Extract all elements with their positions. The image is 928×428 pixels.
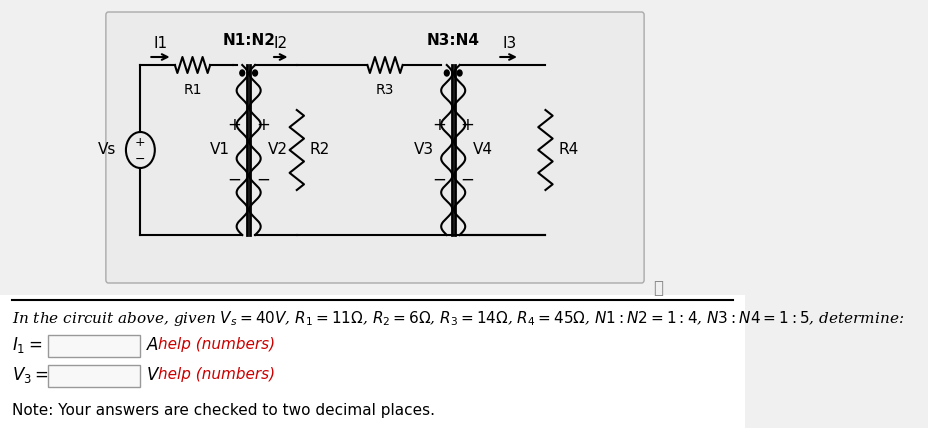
Circle shape — [444, 70, 449, 76]
Text: +: + — [227, 116, 241, 134]
Text: $V_3 =$: $V_3 =$ — [12, 365, 48, 385]
Text: −: − — [227, 171, 241, 189]
Text: R3: R3 — [376, 83, 393, 97]
Text: help (numbers): help (numbers) — [158, 338, 275, 353]
Text: −: − — [256, 171, 270, 189]
Text: In the circuit above, given $V_s = 40V$, $R_1 = 11\Omega$, $R_2 = 6\Omega$, $R_3: In the circuit above, given $V_s = 40V$,… — [12, 309, 903, 327]
Text: ⤢: ⤢ — [652, 279, 662, 297]
Bar — [48, 335, 140, 357]
Text: N3:N4: N3:N4 — [426, 33, 479, 48]
Text: −: − — [432, 171, 445, 189]
Text: help (numbers): help (numbers) — [158, 368, 275, 383]
Circle shape — [457, 70, 461, 76]
Text: V3: V3 — [413, 143, 433, 158]
Text: V2: V2 — [267, 143, 288, 158]
Text: −: − — [460, 171, 474, 189]
Text: +: + — [135, 136, 146, 149]
Text: +: + — [432, 116, 445, 134]
Text: R2: R2 — [309, 143, 329, 158]
Text: N1:N2: N1:N2 — [222, 33, 275, 48]
Text: +: + — [460, 116, 474, 134]
Bar — [48, 365, 140, 387]
Text: Vs: Vs — [97, 143, 116, 158]
Text: +: + — [256, 116, 270, 134]
Text: I2: I2 — [274, 36, 288, 51]
Circle shape — [252, 70, 257, 76]
Text: I3: I3 — [502, 36, 516, 51]
Text: R4: R4 — [558, 143, 578, 158]
Text: −: − — [135, 152, 146, 166]
Text: V4: V4 — [472, 143, 492, 158]
Text: R1: R1 — [183, 83, 201, 97]
FancyBboxPatch shape — [106, 12, 643, 283]
Text: $I_1 =$: $I_1 =$ — [12, 335, 42, 355]
Text: V1: V1 — [209, 143, 229, 158]
Bar — [0, 295, 744, 428]
Text: $V$: $V$ — [146, 366, 161, 383]
Text: $A$: $A$ — [146, 336, 159, 354]
Text: Note: Your answers are checked to two decimal places.: Note: Your answers are checked to two de… — [12, 402, 434, 417]
Circle shape — [239, 70, 244, 76]
Text: I1: I1 — [153, 36, 167, 51]
